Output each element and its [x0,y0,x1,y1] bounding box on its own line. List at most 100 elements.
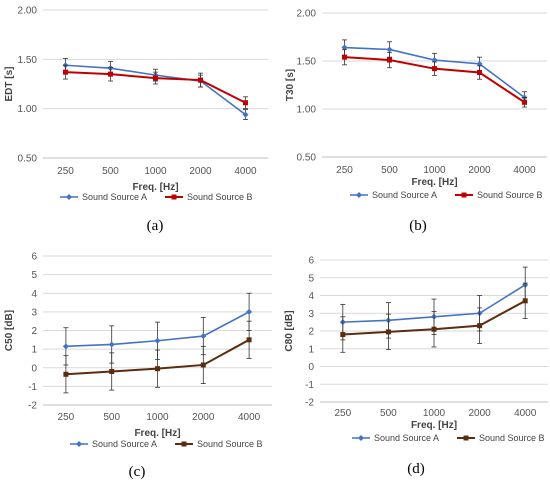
data-point [340,332,346,338]
x-tick-label: 1000 [146,412,169,423]
panel-label: (c) [129,464,146,480]
data-point [431,326,437,332]
data-point [242,111,249,118]
y-tick-label: 0 [308,362,314,373]
data-point [385,329,391,335]
legend-label: Sound Source B [477,190,543,200]
y-tick-label: 1.50 [297,57,317,68]
legend-label: Sound Source B [187,192,253,202]
data-point [522,99,527,105]
x-tick-label: 4000 [513,165,536,176]
data-point [341,44,348,51]
data-point [477,323,483,329]
y-axis-title: T30 [s] [285,69,296,101]
y-tick-label: 0.50 [297,153,317,164]
data-point [476,60,483,67]
x-tick-label: 2000 [468,408,491,419]
x-tick-label: 2000 [189,166,212,177]
y-tick-label: 2 [31,326,37,337]
data-point [62,343,69,350]
legend-marker [171,194,177,200]
data-point [154,337,161,344]
y-tick-label: 4 [308,291,314,302]
data-point [200,362,206,368]
legend-marker [76,441,82,447]
legend-label: Sound Source B [197,439,263,449]
y-tick-label: 1 [31,345,37,356]
y-axis-title: C50 [dB] [4,310,15,351]
panel-label: (a) [147,218,164,234]
y-tick-label: 6 [31,252,37,263]
data-point [200,333,207,340]
data-point [246,337,252,343]
data-point [387,57,392,63]
y-tick-label: 5 [308,273,314,284]
legend-label: Sound Source B [479,433,545,443]
data-point [243,100,248,106]
x-tick-label: 500 [381,165,398,176]
y-tick-label: 1.00 [18,104,38,115]
y-tick-label: 2 [308,327,314,338]
x-tick-label: 500 [102,166,119,177]
data-point [108,71,113,77]
legend-marker [66,194,72,200]
data-point [431,57,438,64]
x-tick-label: 250 [336,165,353,176]
legend-marker [358,435,364,441]
data-point [386,46,393,53]
legend-marker [461,192,467,198]
y-tick-label: 3 [31,307,37,318]
y-tick-label: 4 [31,289,37,300]
x-axis-title: Freq. [Hz] [132,182,178,193]
y-tick-label: 1 [308,344,314,355]
data-point [155,366,160,372]
data-point [477,70,482,76]
x-tick-label: 500 [103,412,120,423]
legend-label: Sound Source A [82,192,147,202]
x-tick-label: 2000 [468,165,491,176]
y-axis-title: EDT [s] [4,67,15,102]
y-tick-label: -1 [28,382,37,393]
x-tick-label: 2000 [192,412,215,423]
x-tick-label: 250 [334,408,351,419]
y-tick-label: 1.00 [297,105,317,116]
x-tick-label: 1000 [144,166,167,177]
x-axis-title: Freq. [Hz] [411,420,457,431]
data-point [63,69,68,75]
data-point [342,54,347,60]
legend-label: Sound Source A [92,439,157,449]
x-tick-label: 1000 [423,408,446,419]
panel-label: (d) [407,461,425,477]
y-tick-label: 0 [31,363,37,374]
data-point [153,75,158,81]
panel-label: (b) [409,218,427,234]
data-point [109,368,115,374]
legend-marker [356,192,362,198]
legend-label: Sound Source A [374,433,439,443]
x-tick-label: 4000 [238,412,261,423]
legend-marker [181,441,187,447]
y-tick-label: 2.00 [297,9,317,20]
y-tick-label: 0.50 [18,154,38,165]
x-axis-title: Freq. [Hz] [134,428,180,439]
data-point [522,298,528,304]
x-tick-label: 4000 [234,166,257,177]
legend-label: Sound Source A [372,190,437,200]
y-tick-label: 6 [308,256,314,267]
y-tick-label: -2 [28,401,37,412]
x-tick-label: 500 [380,408,397,419]
data-point [108,341,115,348]
y-tick-label: -2 [305,398,314,409]
x-axis-title: Freq. [Hz] [411,177,457,188]
x-tick-label: 1000 [423,165,446,176]
y-tick-label: 1.50 [18,55,38,66]
data-point [198,77,203,83]
y-tick-label: -1 [305,380,314,391]
y-tick-label: 5 [31,270,37,281]
y-tick-label: 2.00 [18,6,38,17]
legend-marker [463,435,469,441]
y-axis-title: C80 [dB] [284,310,295,351]
x-tick-label: 250 [58,412,75,423]
x-tick-label: 250 [57,166,74,177]
data-point [246,308,253,315]
